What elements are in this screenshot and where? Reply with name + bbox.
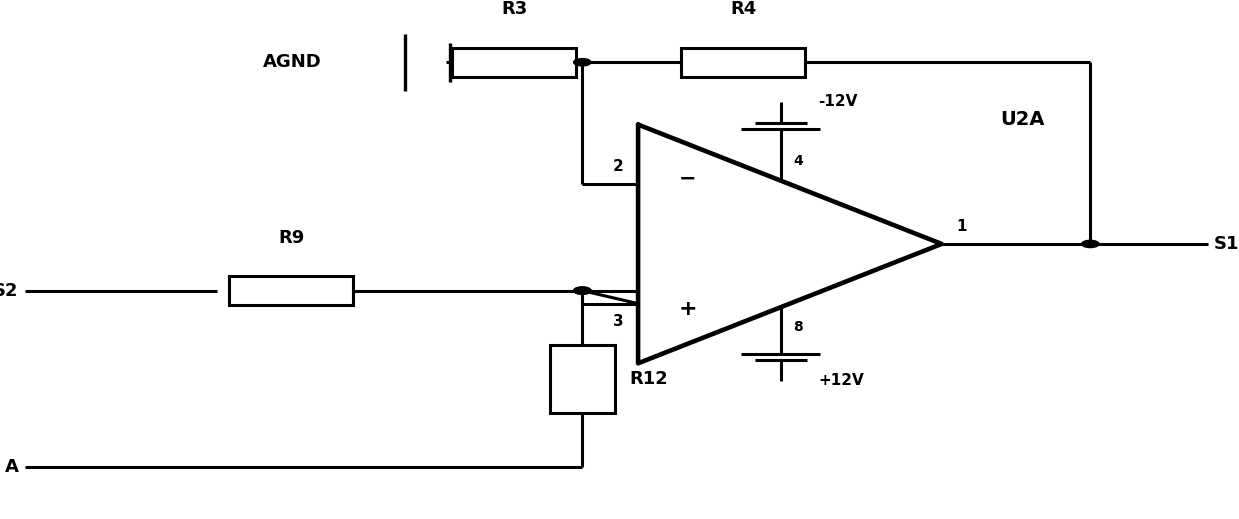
Bar xyxy=(229,277,353,305)
Text: 8: 8 xyxy=(793,320,803,334)
Text: R3: R3 xyxy=(501,0,528,18)
Circle shape xyxy=(574,287,591,294)
Text: R12: R12 xyxy=(629,370,668,388)
Text: −: − xyxy=(679,169,696,189)
Text: R4: R4 xyxy=(730,0,757,18)
Text: 2: 2 xyxy=(612,159,623,174)
Text: 4: 4 xyxy=(793,154,803,168)
Circle shape xyxy=(574,287,591,294)
Text: +: + xyxy=(678,299,698,319)
Text: S1: S1 xyxy=(1214,235,1239,253)
Text: R9: R9 xyxy=(278,228,305,247)
Text: +12V: +12V xyxy=(818,373,864,388)
Bar xyxy=(681,48,805,77)
Text: S2: S2 xyxy=(0,282,19,299)
Bar xyxy=(452,48,576,77)
Text: U2A: U2A xyxy=(1000,110,1044,129)
Text: -12V: -12V xyxy=(818,94,857,110)
Bar xyxy=(550,345,615,413)
Text: 1: 1 xyxy=(957,218,966,234)
Circle shape xyxy=(1082,240,1099,248)
Circle shape xyxy=(574,59,591,66)
Text: 3: 3 xyxy=(612,314,623,329)
Text: AGND: AGND xyxy=(264,53,322,71)
Text: A: A xyxy=(5,458,19,476)
